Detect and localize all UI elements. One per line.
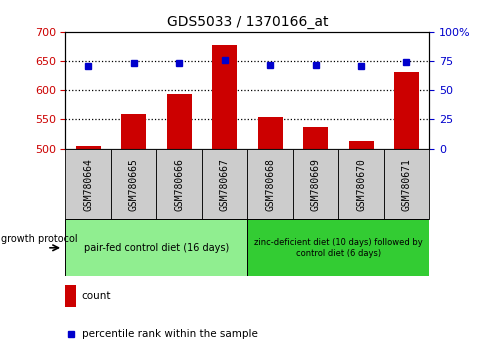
Bar xyxy=(65,285,76,307)
Bar xyxy=(292,149,338,219)
Bar xyxy=(156,149,201,219)
Bar xyxy=(201,149,247,219)
Bar xyxy=(65,149,111,219)
Bar xyxy=(257,116,282,149)
Text: GSM780669: GSM780669 xyxy=(310,158,320,211)
Bar xyxy=(166,94,191,149)
Text: percentile rank within the sample: percentile rank within the sample xyxy=(82,329,257,339)
Text: growth protocol: growth protocol xyxy=(1,234,78,244)
Bar xyxy=(383,149,428,219)
Bar xyxy=(212,45,237,149)
Text: GSM780667: GSM780667 xyxy=(219,158,229,211)
Bar xyxy=(65,219,247,276)
Text: GSM780666: GSM780666 xyxy=(174,158,184,211)
Text: GSM780665: GSM780665 xyxy=(128,158,138,211)
Text: GSM780664: GSM780664 xyxy=(83,158,93,211)
Bar xyxy=(111,149,156,219)
Bar xyxy=(393,72,418,149)
Text: pair-fed control diet (16 days): pair-fed control diet (16 days) xyxy=(84,243,228,253)
Text: zinc-deficient diet (10 days) followed by
control diet (6 days): zinc-deficient diet (10 days) followed b… xyxy=(254,238,422,257)
Bar xyxy=(247,219,428,276)
Text: GSM780668: GSM780668 xyxy=(265,158,274,211)
Bar xyxy=(348,141,373,149)
Bar xyxy=(338,149,383,219)
Text: GSM780670: GSM780670 xyxy=(355,158,365,211)
Text: GSM780671: GSM780671 xyxy=(401,158,410,211)
Bar xyxy=(247,149,292,219)
Title: GDS5033 / 1370166_at: GDS5033 / 1370166_at xyxy=(166,16,327,29)
Bar xyxy=(76,146,101,149)
Bar xyxy=(302,127,327,149)
Text: count: count xyxy=(82,291,111,301)
Bar xyxy=(121,114,146,149)
